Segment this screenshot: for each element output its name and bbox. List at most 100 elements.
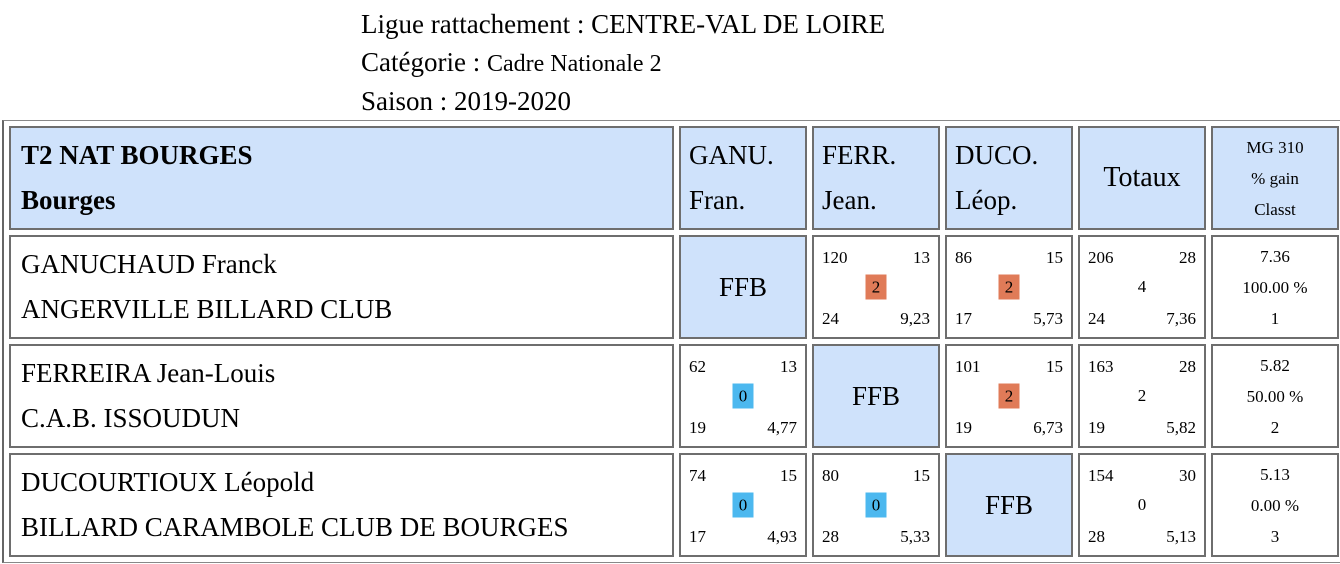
moyenne-value: 4,93 — [767, 527, 797, 546]
column-header-line2: Fran. — [689, 185, 746, 215]
win-points-badge: 2 — [998, 274, 1020, 300]
player-club: C.A.B. ISSOUDUN — [21, 403, 241, 433]
team-name: T2 NAT BOURGES — [21, 140, 253, 170]
total-serie: 28 — [1088, 527, 1105, 546]
serie-value: 17 — [689, 527, 706, 546]
table-header-row: T2 NAT BOURGES Bourges GANU. Fran. FERR.… — [9, 126, 1339, 230]
self-match-cell: FFB — [945, 453, 1073, 557]
mg-value: 7.36 — [1260, 246, 1290, 266]
moyenne-value: 5,33 — [900, 527, 930, 546]
points-value: 120 — [822, 248, 848, 267]
saison-label: Saison : — [361, 86, 455, 116]
loss-points-badge: 0 — [732, 492, 754, 518]
team-header-cell: T2 NAT BOURGES Bourges — [9, 126, 674, 230]
player-cell: DUCOURTIOUX Léopold BILLARD CARAMBOLE CLU… — [9, 453, 674, 557]
total-points: 163 — [1088, 357, 1114, 376]
reprises-value: 15 — [1046, 357, 1063, 376]
reprises-value: 15 — [1046, 248, 1063, 267]
totals-cell: 154 30 0 28 5,13 — [1078, 453, 1206, 557]
gain-label: % gain — [1251, 168, 1299, 188]
page-header: Ligue rattachement : CENTRE-VAL DE LOIRE… — [361, 6, 885, 121]
self-match-cell: FFB — [679, 235, 807, 339]
player-name: GANUCHAUD Franck — [21, 249, 277, 279]
player-row: FERREIRA Jean-Louis C.A.B. ISSOUDUN 62 13 0 1… — [9, 344, 1339, 448]
column-header-line2: Léop. — [955, 185, 1018, 215]
gain-value: 50.00 % — [1246, 386, 1304, 406]
total-reprises: 28 — [1179, 357, 1196, 376]
total-reprises: 30 — [1179, 466, 1196, 485]
win-points-badge: 2 — [865, 274, 887, 300]
moyenne-value: 6,73 — [1033, 418, 1063, 437]
player-column-header: DUCO. Léop. — [945, 126, 1073, 230]
ranking-cell: 5.82 50.00 % 2 — [1211, 344, 1339, 448]
gain-value: 100.00 % — [1242, 277, 1308, 297]
player-column-header: GANU. Fran. — [679, 126, 807, 230]
player-cell: FERREIRA Jean-Louis C.A.B. ISSOUDUN — [9, 344, 674, 448]
results-table: T2 NAT BOURGES Bourges GANU. Fran. FERR.… — [2, 120, 1340, 563]
player-column-header: FERR. Jean. — [812, 126, 940, 230]
totals-cell: 163 28 2 19 5,82 — [1078, 344, 1206, 448]
points-value: 74 — [689, 466, 706, 485]
player-club: BILLARD CARAMBOLE CLUB DE BOURGES — [21, 512, 569, 542]
column-header-line2: Jean. — [822, 185, 877, 215]
player-name: FERREIRA Jean-Louis — [21, 358, 276, 388]
points-value: 62 — [689, 357, 706, 376]
moyenne-value: 9,23 — [900, 309, 930, 328]
categorie-line: Catégorie : Cadre Nationale 2 — [361, 44, 885, 84]
ligue-label: Ligue rattachement : — [361, 9, 592, 39]
serie-value: 28 — [822, 527, 839, 546]
mg-value: 5.82 — [1260, 355, 1290, 375]
points-value: 101 — [955, 357, 981, 376]
player-row: GANUCHAUD Franck ANGERVILLE BILLARD CLUB F… — [9, 235, 1339, 339]
self-match-cell: FFB — [812, 344, 940, 448]
match-score-cell: 86 15 2 17 5,73 — [945, 235, 1073, 339]
ranking-cell: 7.36 100.00 % 1 — [1211, 235, 1339, 339]
team-city: Bourges — [21, 185, 116, 215]
classt-value: 2 — [1270, 417, 1280, 437]
match-score-cell: 101 15 2 19 6,73 — [945, 344, 1073, 448]
total-match-points: 2 — [1137, 386, 1147, 405]
classt-label: Classt — [1254, 199, 1296, 219]
serie-value: 17 — [955, 309, 972, 328]
mg-header: MG 310 % gain Classt — [1211, 126, 1339, 230]
column-header-line1: FERR. — [822, 140, 897, 170]
serie-value: 19 — [689, 418, 706, 437]
categorie-label: Catégorie : — [361, 46, 487, 77]
reprises-value: 13 — [780, 357, 797, 376]
moyenne-value: 5,73 — [1033, 309, 1063, 328]
total-serie: 19 — [1088, 418, 1105, 437]
moyenne-value: 4,77 — [767, 418, 797, 437]
reprises-value: 15 — [913, 466, 930, 485]
total-match-points: 4 — [1137, 277, 1147, 296]
ranking-cell: 5.13 0.00 % 3 — [1211, 453, 1339, 557]
serie-value: 19 — [955, 418, 972, 437]
gain-value: 0.00 % — [1250, 495, 1300, 515]
categorie-value: Cadre Nationale 2 — [486, 50, 662, 77]
column-header-line1: DUCO. — [955, 140, 1039, 170]
classt-value: 1 — [1270, 308, 1280, 328]
saison-value: 2019-2020 — [454, 86, 572, 116]
total-moyenne: 5,13 — [1166, 527, 1196, 546]
total-moyenne: 7,36 — [1166, 309, 1196, 328]
win-points-badge: 2 — [998, 383, 1020, 409]
points-value: 86 — [955, 248, 972, 267]
serie-value: 24 — [822, 309, 839, 328]
mg-value: 5.13 — [1260, 464, 1290, 484]
loss-points-badge: 0 — [865, 492, 887, 518]
match-score-cell: 80 15 0 28 5,33 — [812, 453, 940, 557]
mg-label: MG 310 — [1246, 137, 1304, 157]
player-name: DUCOURTIOUX Léopold — [21, 467, 315, 497]
total-serie: 24 — [1088, 309, 1105, 328]
column-header-line1: GANU. — [689, 140, 774, 170]
totals-cell: 206 28 4 24 7,36 — [1078, 235, 1206, 339]
total-moyenne: 5,82 — [1166, 418, 1196, 437]
player-cell: GANUCHAUD Franck ANGERVILLE BILLARD CLUB — [9, 235, 674, 339]
total-points: 154 — [1088, 466, 1114, 485]
points-value: 80 — [822, 466, 839, 485]
ligue-line: Ligue rattachement : CENTRE-VAL DE LOIRE — [361, 6, 885, 44]
loss-points-badge: 0 — [732, 383, 754, 409]
player-club: ANGERVILLE BILLARD CLUB — [21, 294, 393, 324]
total-reprises: 28 — [1179, 248, 1196, 267]
match-score-cell: 120 13 2 24 9,23 — [812, 235, 940, 339]
match-score-cell: 74 15 0 17 4,93 — [679, 453, 807, 557]
